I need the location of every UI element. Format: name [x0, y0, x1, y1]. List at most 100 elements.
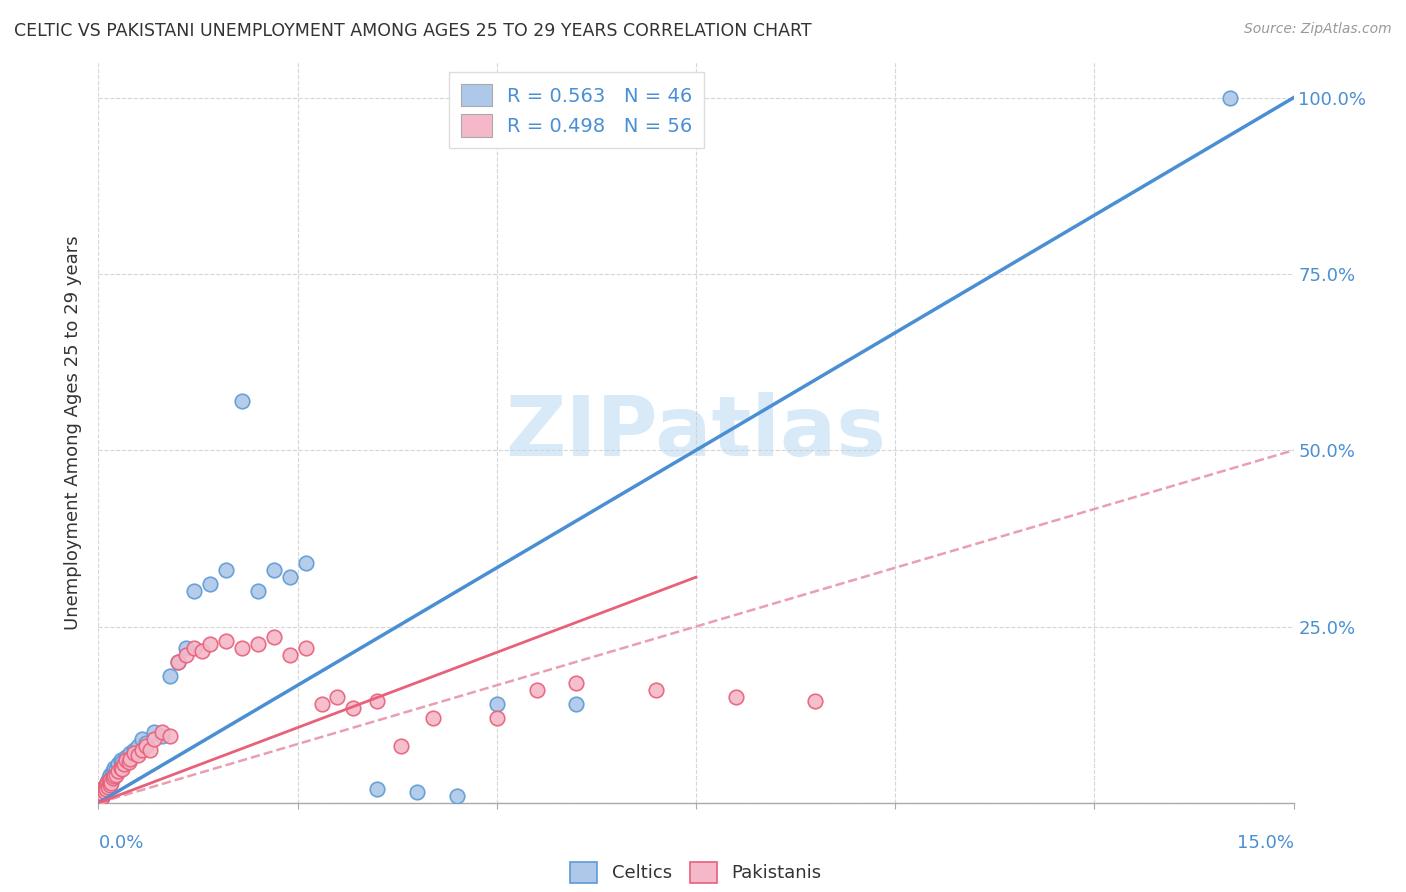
Point: [94, 785, 117, 799]
Point: [120, 747, 142, 761]
Point: [311, 697, 333, 711]
Point: [389, 739, 412, 754]
Point: [115, 754, 138, 768]
Point: [112, 757, 135, 772]
Point: [91, 788, 114, 802]
Point: [101, 771, 124, 785]
Point: [96, 781, 118, 796]
Point: [150, 725, 173, 739]
Point: [406, 785, 429, 799]
Point: [98, 767, 122, 781]
Point: [645, 683, 668, 698]
Point: [103, 760, 125, 774]
Point: [90, 785, 112, 799]
Text: Source: ZipAtlas.com: Source: ZipAtlas.com: [1244, 22, 1392, 37]
Point: [183, 640, 205, 655]
Point: [724, 690, 747, 704]
Point: [127, 739, 149, 754]
Point: [104, 767, 127, 781]
Point: [115, 750, 138, 764]
Point: [103, 769, 125, 783]
Point: [96, 776, 118, 790]
Point: [174, 640, 197, 655]
Point: [96, 781, 118, 796]
Point: [118, 755, 141, 769]
Point: [150, 729, 173, 743]
Text: 0.0%: 0.0%: [98, 834, 143, 852]
Point: [124, 743, 146, 757]
Point: [167, 655, 190, 669]
Point: [98, 773, 122, 788]
Point: [143, 725, 166, 739]
Point: [565, 676, 588, 690]
Point: [104, 762, 127, 776]
Point: [526, 683, 548, 698]
Point: [100, 776, 122, 790]
Point: [804, 693, 827, 707]
Point: [93, 783, 115, 797]
Point: [94, 785, 117, 799]
Point: [215, 633, 238, 648]
Point: [96, 774, 118, 789]
Point: [139, 743, 162, 757]
Point: [159, 729, 181, 743]
Point: [294, 556, 316, 570]
Point: [278, 570, 301, 584]
Point: [278, 648, 301, 662]
Point: [1219, 91, 1241, 105]
Point: [98, 776, 121, 790]
Point: [422, 711, 444, 725]
Point: [90, 790, 112, 805]
Point: [294, 640, 316, 655]
Point: [246, 637, 269, 651]
Point: [198, 637, 221, 651]
Point: [135, 736, 157, 750]
Point: [93, 783, 115, 797]
Point: [91, 781, 114, 796]
Point: [263, 563, 285, 577]
Point: [90, 785, 112, 799]
Point: [120, 752, 142, 766]
Point: [246, 584, 269, 599]
Point: [89, 789, 111, 803]
Point: [94, 778, 117, 792]
Text: ZIPatlas: ZIPatlas: [506, 392, 886, 473]
Point: [111, 755, 134, 769]
Point: [342, 700, 364, 714]
Point: [215, 563, 238, 577]
Point: [91, 781, 114, 796]
Point: [167, 655, 190, 669]
Point: [89, 789, 111, 803]
Point: [366, 693, 388, 707]
Point: [97, 771, 120, 785]
Point: [198, 577, 221, 591]
Point: [485, 711, 508, 725]
Point: [143, 732, 166, 747]
Point: [111, 762, 134, 776]
Point: [107, 764, 129, 778]
Point: [326, 690, 349, 704]
Point: [90, 790, 112, 805]
Point: [446, 789, 468, 803]
Point: [131, 743, 153, 757]
Point: [263, 630, 285, 644]
Point: [110, 754, 132, 768]
Point: [97, 774, 120, 789]
Point: [94, 778, 117, 792]
Point: [98, 778, 121, 792]
Point: [191, 644, 214, 658]
Point: [97, 780, 120, 794]
Legend: Celtics, Pakistanis: Celtics, Pakistanis: [562, 855, 830, 890]
Text: 15.0%: 15.0%: [1236, 834, 1294, 852]
Point: [97, 778, 120, 792]
Point: [159, 669, 181, 683]
Point: [135, 739, 157, 754]
Point: [231, 640, 253, 655]
Point: [124, 747, 146, 761]
Point: [131, 732, 153, 747]
Point: [101, 764, 124, 778]
Point: [127, 747, 149, 762]
Point: [565, 697, 588, 711]
Point: [110, 760, 132, 774]
Point: [231, 393, 253, 408]
